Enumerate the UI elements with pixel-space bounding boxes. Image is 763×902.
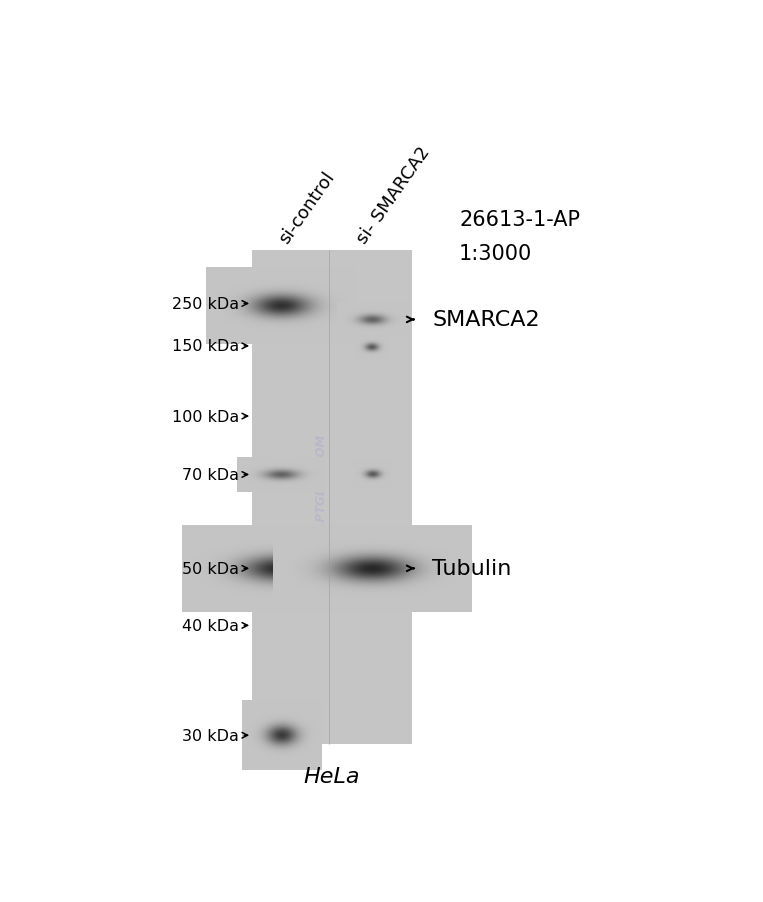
Text: SMARCA2: SMARCA2	[433, 310, 540, 330]
Text: si-control: si-control	[275, 169, 339, 247]
Text: WWW.PTGLAB.COM: WWW.PTGLAB.COM	[314, 433, 327, 562]
Text: 26613-1-AP: 26613-1-AP	[459, 209, 580, 229]
Text: Tubulin: Tubulin	[433, 558, 512, 579]
Text: 250 kDa: 250 kDa	[172, 297, 239, 311]
Text: 30 kDa: 30 kDa	[182, 728, 239, 743]
Text: 70 kDa: 70 kDa	[182, 467, 239, 483]
Bar	[252, 251, 412, 744]
Text: 50 kDa: 50 kDa	[182, 561, 239, 576]
Text: 40 kDa: 40 kDa	[182, 618, 239, 633]
Text: HeLa: HeLa	[304, 767, 360, 787]
Text: si- SMARCA2: si- SMARCA2	[354, 143, 434, 247]
Text: 100 kDa: 100 kDa	[172, 410, 239, 424]
Text: 150 kDa: 150 kDa	[172, 339, 239, 354]
Text: 1:3000: 1:3000	[459, 244, 533, 264]
